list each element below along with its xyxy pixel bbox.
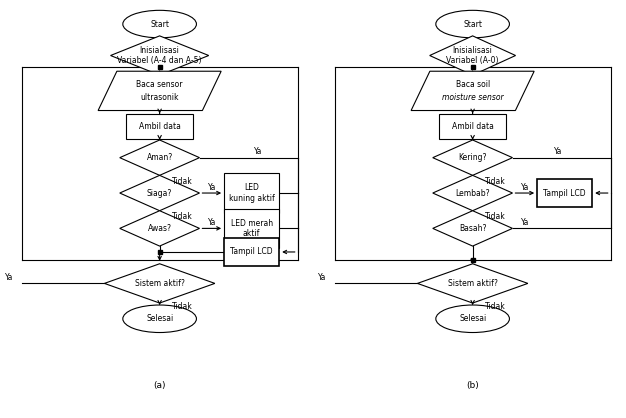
Text: Ya: Ya	[208, 218, 216, 227]
Text: Tampil LCD: Tampil LCD	[230, 247, 273, 257]
Ellipse shape	[123, 10, 197, 38]
Text: Tidak: Tidak	[172, 212, 193, 221]
Text: moisture sensor: moisture sensor	[442, 93, 503, 102]
Text: Ya: Ya	[555, 147, 563, 156]
Polygon shape	[120, 140, 200, 176]
Text: Tidak: Tidak	[485, 177, 506, 186]
Text: Start: Start	[463, 20, 482, 28]
Text: Ya: Ya	[521, 183, 529, 191]
Text: Awas?: Awas?	[148, 224, 172, 233]
Polygon shape	[433, 211, 513, 246]
Polygon shape	[433, 176, 513, 211]
Text: Ya: Ya	[5, 273, 14, 282]
Text: Baca sensor: Baca sensor	[136, 80, 183, 89]
Text: Sistem aktif?: Sistem aktif?	[135, 279, 185, 288]
Text: Tidak: Tidak	[172, 177, 193, 186]
Ellipse shape	[436, 305, 510, 333]
Text: Tidak: Tidak	[485, 303, 506, 311]
FancyBboxPatch shape	[537, 179, 592, 207]
FancyBboxPatch shape	[439, 114, 506, 139]
Ellipse shape	[436, 10, 510, 38]
Text: (b): (b)	[466, 381, 479, 390]
Text: Kering?: Kering?	[458, 153, 487, 162]
Polygon shape	[98, 71, 221, 110]
Text: Basah?: Basah?	[459, 224, 486, 233]
Polygon shape	[433, 140, 513, 176]
Text: Tidak: Tidak	[172, 303, 193, 311]
Text: Baca soil: Baca soil	[456, 80, 490, 89]
Polygon shape	[120, 211, 200, 246]
Text: Aman?: Aman?	[146, 153, 173, 162]
Text: Start: Start	[150, 20, 169, 28]
Text: Lembab?: Lembab?	[455, 189, 490, 198]
Text: Ambil data: Ambil data	[139, 122, 180, 131]
FancyBboxPatch shape	[224, 173, 279, 213]
FancyBboxPatch shape	[224, 238, 279, 266]
Text: Inisialisasi
Variabel (A-0): Inisialisasi Variabel (A-0)	[446, 46, 499, 65]
Text: LED
kuning aktif: LED kuning aktif	[228, 184, 275, 203]
Text: Selesai: Selesai	[146, 314, 173, 323]
Text: Ambil data: Ambil data	[452, 122, 493, 131]
Polygon shape	[429, 36, 516, 75]
Text: Ya: Ya	[254, 147, 262, 156]
FancyBboxPatch shape	[224, 209, 279, 248]
Ellipse shape	[123, 305, 197, 333]
Polygon shape	[105, 264, 215, 303]
Polygon shape	[411, 71, 534, 110]
Text: Siaga?: Siaga?	[147, 189, 172, 198]
Polygon shape	[120, 176, 200, 211]
FancyBboxPatch shape	[126, 114, 193, 139]
Polygon shape	[418, 264, 528, 303]
Text: (a): (a)	[153, 381, 166, 390]
Text: Inisialisasi
Variabel (A-4 dan A-5): Inisialisasi Variabel (A-4 dan A-5)	[118, 46, 202, 65]
Text: Ya: Ya	[208, 183, 216, 191]
Text: Tampil LCD: Tampil LCD	[543, 189, 586, 198]
Text: Selesai: Selesai	[459, 314, 486, 323]
Polygon shape	[111, 36, 208, 75]
Text: Sistem aktif?: Sistem aktif?	[448, 279, 498, 288]
Text: LED merah
aktif: LED merah aktif	[230, 219, 273, 238]
Text: Ya: Ya	[318, 273, 327, 282]
Text: Tidak: Tidak	[485, 212, 506, 221]
Text: Ya: Ya	[521, 218, 529, 227]
Text: ultrasonik: ultrasonik	[140, 93, 179, 102]
